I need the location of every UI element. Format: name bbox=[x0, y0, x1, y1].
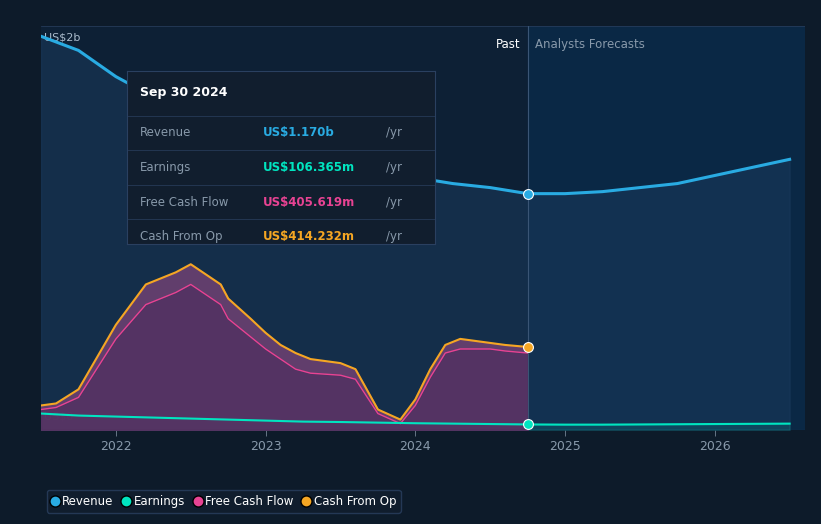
Text: /yr: /yr bbox=[386, 126, 401, 139]
Text: /yr: /yr bbox=[386, 230, 401, 243]
Text: Sep 30 2024: Sep 30 2024 bbox=[140, 86, 227, 100]
Text: US$414.232m: US$414.232m bbox=[263, 230, 355, 243]
Text: US$1.170b: US$1.170b bbox=[263, 126, 334, 139]
Text: Free Cash Flow: Free Cash Flow bbox=[140, 195, 228, 209]
Text: US$0: US$0 bbox=[44, 412, 73, 422]
Text: US$405.619m: US$405.619m bbox=[263, 195, 355, 209]
Point bbox=[521, 420, 534, 429]
Text: /yr: /yr bbox=[386, 161, 401, 174]
Text: Past: Past bbox=[496, 38, 521, 51]
Text: Analysts Forecasts: Analysts Forecasts bbox=[535, 38, 645, 51]
Text: US$2b: US$2b bbox=[44, 32, 80, 42]
Text: US$106.365m: US$106.365m bbox=[263, 161, 355, 174]
Text: /yr: /yr bbox=[386, 195, 401, 209]
Point bbox=[521, 343, 534, 351]
Text: Revenue: Revenue bbox=[140, 126, 191, 139]
Legend: Revenue, Earnings, Free Cash Flow, Cash From Op: Revenue, Earnings, Free Cash Flow, Cash … bbox=[47, 490, 401, 512]
Point bbox=[521, 190, 534, 198]
Bar bbox=[528, 26, 805, 430]
Text: Cash From Op: Cash From Op bbox=[140, 230, 222, 243]
Text: Earnings: Earnings bbox=[140, 161, 191, 174]
